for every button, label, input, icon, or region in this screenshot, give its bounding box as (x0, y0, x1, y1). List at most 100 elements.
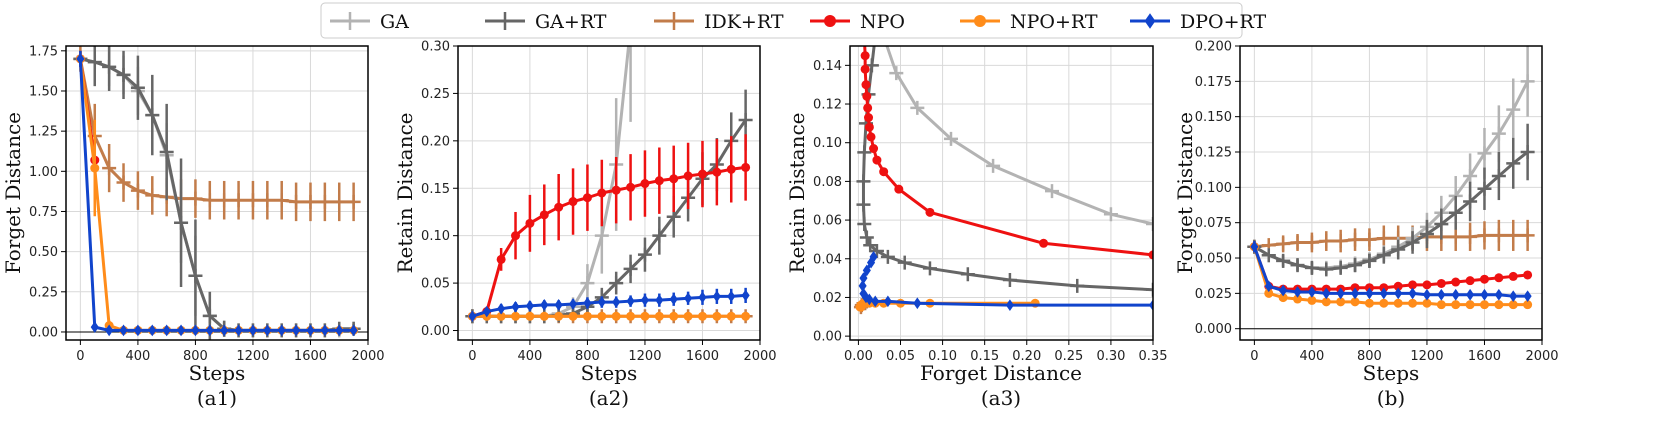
data-point-dpo-plus-rt (626, 295, 635, 307)
data-point-idk-plus-rt (102, 161, 117, 176)
data-point-ga-plus-rt (87, 55, 102, 70)
y-tick-label: 0.00 (813, 330, 842, 345)
x-tick-label: 2000 (1525, 349, 1558, 364)
data-point-npo (1039, 238, 1049, 248)
data-point-ga (1477, 146, 1492, 161)
data-point-dpo-plus-rt (913, 297, 922, 310)
data-point-dpo-plus-rt (1379, 287, 1388, 300)
data-point-idk-plus-rt (1448, 229, 1463, 244)
data-point-dpo-plus-rt (1250, 240, 1259, 253)
data-point-ga-plus-rt (1319, 262, 1334, 277)
data-point-npo-plus-rt (1321, 297, 1331, 307)
data-point-ga (580, 276, 595, 291)
data-point-dpo-plus-rt (1005, 299, 1014, 312)
series-npo (467, 134, 751, 321)
panels: 0 400 800 1200 1600 2000 0.00 0.25 0.50 0.75 1.00 1… (1, 40, 1559, 411)
data-point-idk-plus-rt (116, 175, 131, 190)
data-point-npo-plus-rt (1436, 300, 1446, 310)
data-point-dpo-plus-rt (871, 295, 880, 308)
data-point-ga-plus-rt (1304, 260, 1319, 275)
data-point-dpo-plus-rt (1279, 284, 1288, 297)
data-point-npo-plus-rt (1393, 298, 1403, 308)
series-dpo-plus-rt (76, 50, 358, 337)
x-tick-label: 1200 (628, 349, 661, 364)
data-point-npo-plus-rt (1508, 300, 1518, 310)
panel-caption: (b) (1377, 386, 1405, 410)
legend-frame (320, 2, 1243, 39)
data-point-ga-plus-rt (159, 145, 174, 160)
y-tick-label: 0.06 (813, 214, 842, 229)
y-tick-label: 0.20 (421, 134, 450, 149)
data-point-npo (1408, 280, 1418, 290)
data-point-npo (866, 132, 876, 142)
data-point-dpo-plus-rt (277, 324, 286, 337)
legend-marker-ga (341, 12, 359, 30)
data-point-dpo-plus-rt (1264, 280, 1273, 293)
data-point-ga-plus-rt (188, 268, 203, 283)
data-point-npo (626, 182, 636, 192)
series-line-ga (885, 46, 1153, 226)
legend-marker-dpo-plus-rt (1144, 13, 1156, 29)
data-point-npo-plus-rt (669, 311, 679, 321)
chart-panel-4: 0 400 800 1200 1600 2000 0.000 0.025 0.050 0.075 0… (1173, 40, 1559, 411)
y-tick-label: 0.200 (1195, 40, 1232, 55)
data-point-dpo-plus-rt (669, 293, 678, 306)
data-point-dpo-plus-rt (76, 53, 85, 65)
data-point-ga-plus-rt (1491, 169, 1506, 184)
data-point-dpo-plus-rt (525, 300, 534, 312)
data-point-npo-plus-rt (1264, 288, 1274, 298)
legend-label-dpo-plus-rt: DPO+RT (1180, 11, 1266, 33)
data-point-dpo-plus-rt (1494, 288, 1503, 301)
x-tick-label: 400 (1299, 349, 1324, 364)
data-point-dpo-plus-rt (176, 324, 186, 337)
data-point-npo-plus-rt (1422, 298, 1432, 308)
data-point-idk-plus-rt (130, 183, 145, 198)
x-axis-label: Steps (581, 361, 638, 385)
data-point-ga (1463, 169, 1478, 184)
x-tick-label: 800 (183, 349, 208, 364)
data-point-npo-plus-rt (568, 311, 578, 321)
data-point-dpo-plus-rt (1509, 290, 1518, 303)
data-point-npo-plus-rt (539, 311, 549, 321)
y-tick-label: 0.14 (813, 59, 842, 74)
x-tick-label: 2000 (743, 349, 776, 364)
series-line-ga-plus-rt (1252, 150, 1530, 271)
data-point-ga-plus-rt (1434, 217, 1449, 232)
data-point-npo-plus-rt (626, 311, 636, 321)
data-point-dpo-plus-rt (320, 324, 329, 337)
chart-panel-2: 0 400 800 1200 1600 2000 0.00 0.05 0.10 0.15 0.20 0… (393, 40, 777, 411)
y-tick-label: 0.02 (813, 291, 842, 306)
x-tick-label: 0.00 (844, 349, 873, 364)
data-point-npo-plus-rt (683, 311, 693, 321)
x-tick-label: 0.20 (1012, 349, 1041, 364)
series-line-npo (470, 165, 748, 318)
data-point-ga-plus-rt (863, 238, 878, 253)
y-tick-label: 0.04 (813, 252, 842, 267)
y-tick-label: 0.00 (421, 324, 450, 339)
x-tick-label: 0 (1250, 349, 1258, 364)
data-point-npo-plus-rt (554, 311, 564, 321)
data-point-idk-plus-rt (274, 193, 289, 208)
data-point-npo-plus-rt (1336, 297, 1346, 307)
data-point-ga-plus-rt (857, 145, 872, 160)
data-point-dpo-plus-rt (1466, 288, 1475, 301)
data-point-npo (683, 171, 693, 181)
data-point-ga-plus-rt (1290, 258, 1305, 273)
data-point-idk-plus-rt (303, 194, 318, 209)
series-line-ga (1252, 79, 1530, 270)
y-tick-label: 0.025 (1195, 287, 1232, 302)
x-tick-label: 0.15 (970, 349, 999, 364)
data-point-dpo-plus-rt (90, 321, 99, 333)
y-tick-label: 0.75 (29, 205, 58, 220)
data-point-ga-plus-rt (856, 174, 871, 189)
data-point-ga-plus-rt (666, 209, 681, 224)
data-point-dpo-plus-rt (858, 279, 867, 292)
data-point-idk-plus-rt (289, 194, 304, 209)
series-line-idk-plus-rt (1252, 233, 1530, 249)
data-point-dpo-plus-rt (568, 298, 578, 310)
legend-marker-idk-plus-rt (665, 12, 683, 30)
data-point-npo (864, 113, 874, 123)
data-point-dpo-plus-rt (862, 264, 871, 277)
data-point-ga-plus-rt (1348, 258, 1363, 273)
grid (66, 46, 369, 340)
